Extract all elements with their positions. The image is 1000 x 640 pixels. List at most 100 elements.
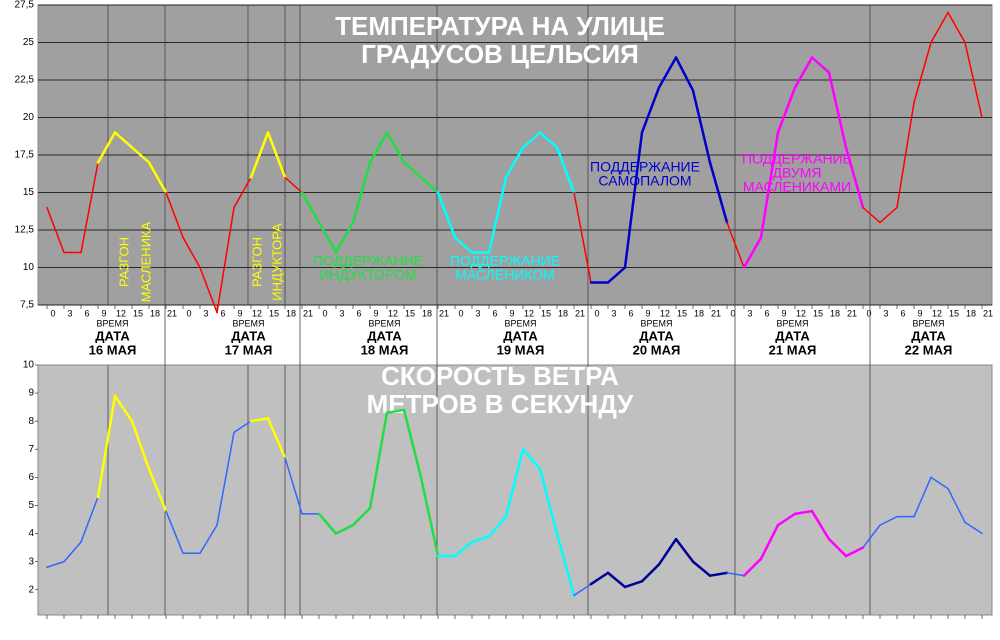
day-date: 19 МАЯ: [497, 342, 545, 357]
x-tick-label: 3: [883, 308, 888, 318]
line-segment: [708, 161, 729, 224]
y-tick-label: 7: [28, 444, 34, 455]
day-label: ДАТА: [503, 328, 538, 343]
x-tick-label: 6: [628, 308, 633, 318]
day-label: ДАТА: [911, 328, 946, 343]
annotation: РАЗГОН: [116, 237, 131, 287]
line-segment: [147, 467, 168, 513]
x-tick-label: 12: [932, 308, 942, 318]
annotation: РАЗГОН: [249, 237, 264, 287]
line-segment: [453, 540, 474, 558]
line-segment: [317, 512, 338, 535]
line-segment: [266, 131, 287, 179]
x-tick-label: 6: [764, 308, 769, 318]
line-segment: [216, 431, 235, 526]
x-tick-label: 21: [711, 308, 721, 318]
x-tick-label: 9: [509, 308, 514, 318]
y-tick-label: 15: [23, 187, 35, 198]
line-segment: [742, 557, 763, 577]
line-segment: [487, 515, 508, 538]
line-segment: [776, 512, 797, 527]
x-tick-label: 18: [422, 308, 432, 318]
line-segment: [759, 131, 780, 239]
line-segment: [130, 419, 151, 471]
x-tick-label: 15: [677, 308, 687, 318]
x-axis-label: ВРЕМЯ: [912, 318, 944, 328]
line-segment: [368, 411, 389, 510]
x-tick-label: 12: [796, 308, 806, 318]
annotation: ПОДДЕРЖАНИЕ: [590, 159, 700, 175]
line-segment: [266, 417, 287, 459]
x-tick-label: 12: [116, 308, 126, 318]
y-tick-label: 4: [28, 528, 34, 539]
x-tick-label: 0: [866, 308, 871, 318]
line-segment: [623, 580, 644, 589]
line-segment: [742, 236, 763, 269]
y-tick-label: 2: [28, 584, 34, 595]
x-tick-label: 18: [150, 308, 160, 318]
line-segment: [640, 86, 661, 134]
line-segment: [402, 161, 423, 179]
line-segment: [334, 523, 355, 535]
line-segment: [726, 221, 745, 269]
x-tick-label: 15: [269, 308, 279, 318]
x-tick-label: 3: [611, 308, 616, 318]
line-segment: [521, 448, 542, 471]
line-segment: [589, 571, 610, 586]
x-tick-label: 3: [475, 308, 480, 318]
x-tick-label: 0: [730, 308, 735, 318]
line-segment: [657, 56, 678, 89]
line-segment: [555, 532, 576, 597]
line-segment: [216, 206, 235, 314]
x-tick-label: 6: [492, 308, 497, 318]
line-segment: [351, 507, 372, 527]
y-tick-label: 8: [28, 416, 34, 427]
y-tick-label: 9: [28, 388, 34, 399]
line-segment: [453, 236, 474, 254]
line-segment: [947, 487, 966, 524]
x-axis-label: ВРЕМЯ: [368, 318, 400, 328]
y-tick-label: 20: [23, 112, 35, 123]
line-segment: [300, 191, 321, 224]
line-segment: [504, 448, 525, 518]
x-tick-label: 0: [186, 308, 191, 318]
x-tick-label: 3: [339, 308, 344, 318]
chart-title: МЕТРОВ В СЕКУНДУ: [367, 389, 635, 419]
x-tick-label: 18: [966, 308, 976, 318]
line-segment: [759, 523, 780, 561]
x-axis-label: ВРЕМЯ: [504, 318, 536, 328]
line-segment: [165, 510, 184, 554]
line-segment: [538, 467, 559, 535]
y-tick-label: 25: [23, 37, 35, 48]
line-segment: [63, 541, 82, 563]
line-segment: [487, 176, 508, 254]
x-tick-label: 0: [322, 308, 327, 318]
line-segment: [810, 56, 831, 74]
line-segment: [827, 71, 848, 149]
x-tick-label: 21: [847, 308, 857, 318]
line-segment: [96, 131, 117, 164]
x-tick-label: 18: [694, 308, 704, 318]
line-segment: [862, 524, 881, 549]
x-tick-label: 12: [660, 308, 670, 318]
line-segment: [80, 161, 99, 254]
line-segment: [623, 131, 644, 269]
x-axis-label: ВРЕМЯ: [776, 318, 808, 328]
chart-title: ТЕМПЕРАТУРА НА УЛИЦЕ: [335, 11, 665, 41]
line-segment: [436, 191, 457, 239]
line-segment: [896, 101, 915, 209]
annotation: ИНДУКТОРОМ: [319, 267, 416, 283]
line-segment: [573, 583, 592, 597]
line-segment: [555, 146, 576, 194]
line-segment: [930, 476, 949, 490]
x-tick-label: 15: [541, 308, 551, 318]
x-tick-label: 6: [220, 308, 225, 318]
line-segment: [284, 176, 303, 194]
day-label: ДАТА: [639, 328, 674, 343]
x-tick-label: 15: [813, 308, 823, 318]
line-segment: [810, 509, 831, 541]
line-segment: [199, 266, 218, 314]
annotation: МАСЛЕНИКА: [138, 222, 153, 303]
x-axis-label: ВРЕМЯ: [232, 318, 264, 328]
line-segment: [913, 41, 932, 104]
